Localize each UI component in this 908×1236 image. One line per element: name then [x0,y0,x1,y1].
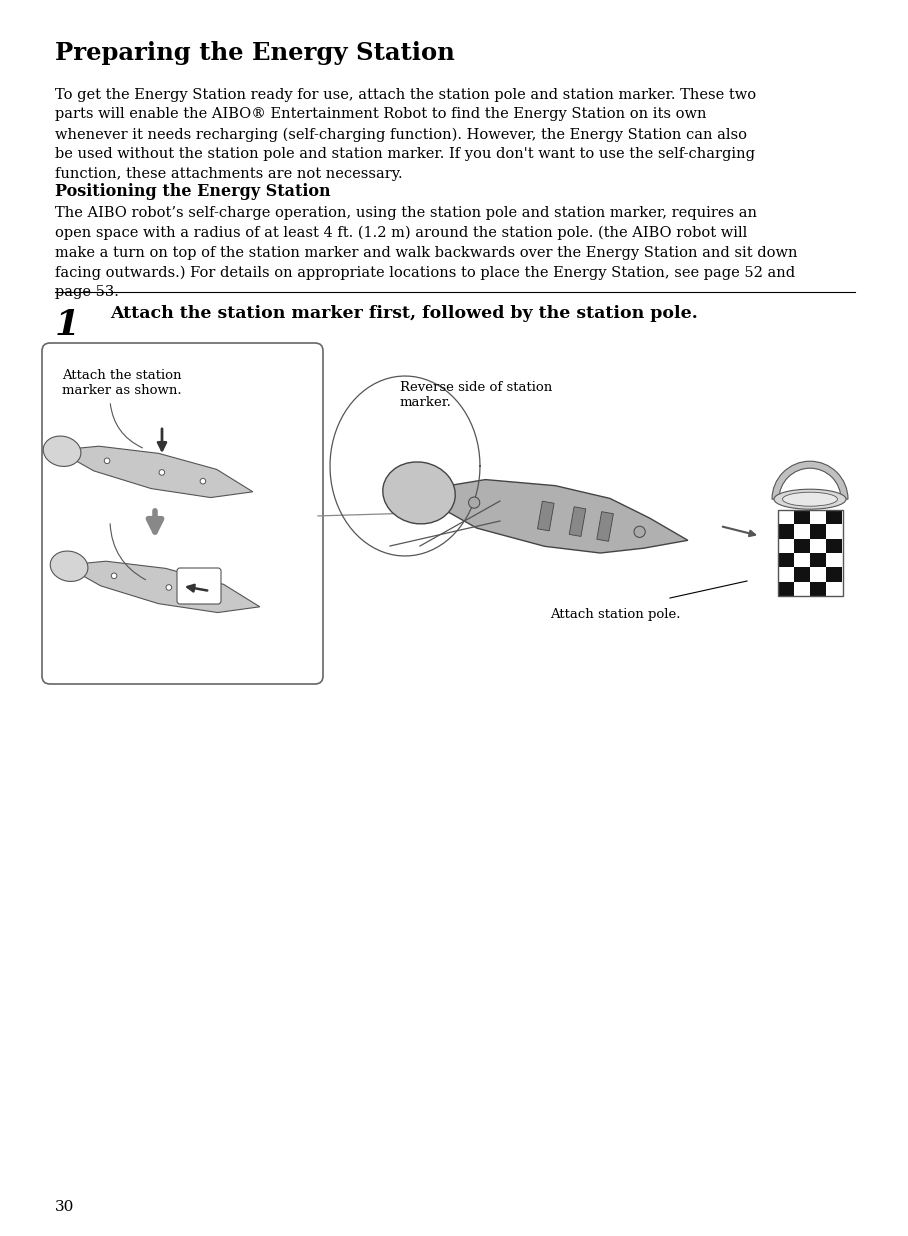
Bar [826,510,843,524]
FancyBboxPatch shape [42,344,323,684]
Text: The AIBO robot’s self-charge operation, using the station pole and station marke: The AIBO robot’s self-charge operation, … [55,206,797,299]
FancyBboxPatch shape [177,569,221,604]
Text: To get the Energy Station ready for use, attach the station pole and station mar: To get the Energy Station ready for use,… [55,88,756,180]
Text: Reverse side of station
marker.: Reverse side of station marker. [400,381,552,409]
Circle shape [104,459,110,464]
Bar [538,502,554,530]
Circle shape [469,497,479,508]
Ellipse shape [50,551,88,581]
Bar [794,510,810,524]
Bar [794,524,810,539]
Circle shape [159,470,164,476]
Bar [777,582,794,596]
Circle shape [207,593,212,599]
Text: 1: 1 [55,308,80,342]
Bar [826,567,843,582]
Circle shape [112,574,117,578]
Bar [777,567,794,582]
Bar [810,567,826,582]
Bar [794,567,810,582]
Polygon shape [64,561,260,613]
Text: Attach station pole.: Attach station pole. [550,608,680,620]
Bar [777,524,794,539]
Bar [569,507,586,536]
Bar [777,510,794,524]
Bar [810,524,826,539]
Text: Preparing the Energy Station: Preparing the Energy Station [55,41,455,66]
Bar [826,582,843,596]
Ellipse shape [44,436,81,466]
Bar [777,552,794,567]
Bar [597,512,614,541]
Bar [777,510,843,596]
Bar [810,582,826,596]
FancyArrowPatch shape [723,527,755,536]
Ellipse shape [783,492,837,507]
Bar [794,539,810,552]
Polygon shape [57,446,252,498]
Ellipse shape [383,462,455,524]
Polygon shape [412,480,688,552]
Bar [810,552,826,567]
Ellipse shape [774,489,846,509]
Circle shape [200,478,206,485]
Circle shape [634,527,646,538]
Bar [826,524,843,539]
Bar [777,539,794,552]
Bar [810,539,826,552]
Bar [826,539,843,552]
Bar [826,552,843,567]
Text: Positioning the Energy Station: Positioning the Energy Station [55,183,331,200]
Text: Attach the station marker first, followed by the station pole.: Attach the station marker first, followe… [110,305,697,323]
Bar [810,510,826,524]
Text: 30: 30 [55,1200,74,1214]
FancyArrowPatch shape [318,510,482,515]
Bar [794,582,810,596]
Text: Attach the station
marker as shown.: Attach the station marker as shown. [62,370,182,397]
Bar [794,552,810,567]
Circle shape [166,585,172,591]
Wedge shape [772,461,848,499]
